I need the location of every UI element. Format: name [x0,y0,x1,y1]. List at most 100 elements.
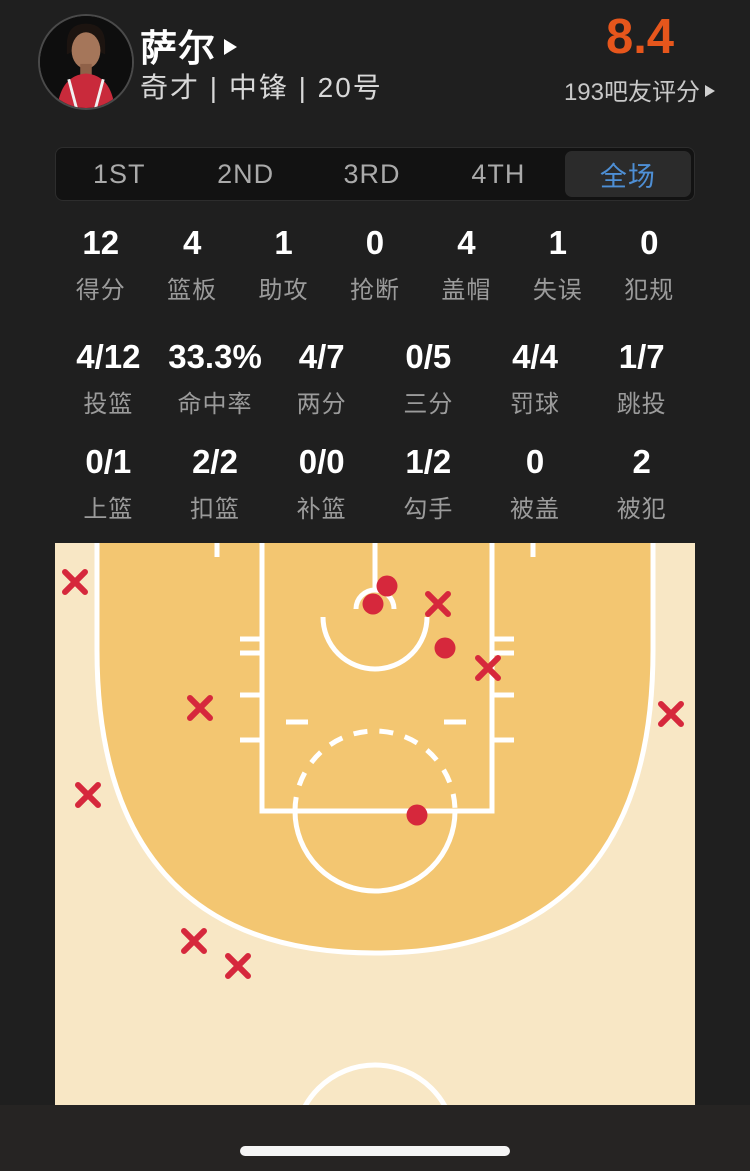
chevron-right-icon [705,84,715,97]
stat-label: 助攻 [258,277,309,304]
tab-1st[interactable]: 1ST [92,158,146,189]
stat-fg-pct: 33.3% 命中率 [162,338,269,419]
stat-turnovers: 1 失误 [512,224,603,305]
shot-markers [62,569,684,979]
stat-putback: 0/0 补篮 [268,443,375,524]
half-court-circle [302,1062,448,1105]
stat-label: 篮板 [167,277,218,304]
bottom-strip [0,1105,750,1171]
stat-label: 被盖 [510,496,561,523]
stat-hook: 1/2 勾手 [375,443,482,524]
stat-value: 0/1 [85,443,132,480]
stat-label: 抢断 [349,277,400,304]
home-indicator[interactable] [240,1146,510,1156]
restricted-area-arc [320,616,430,672]
rim-arc [353,587,397,610]
lane-hash-marks-left [240,636,262,743]
rating-value: 8.4 [605,10,675,64]
stat-value: 1/2 [405,443,452,480]
rating-box: 8.4 193吧友评分 [563,8,715,107]
shot-chart-court [55,543,695,1105]
made-shot-marker [362,593,384,615]
stat-value: 12 [82,224,120,261]
stat-value: 4/12 [76,338,141,375]
stat-ft: 4/4 罚球 [482,338,589,419]
stat-3pt: 0/5 三分 [375,338,482,419]
tab-3rd[interactable]: 3RD [343,158,401,189]
missed-shot-marker [75,782,101,808]
stat-rebounds: 4 篮板 [146,224,237,305]
free-throw-circle-dashed [292,728,458,812]
missed-shot-marker [475,655,501,681]
lane-hash-marks-right [492,636,514,743]
quarter-tabbar: 1ST 2ND 3RD 4TH 全场 [55,147,695,201]
stat-value: 0/5 [405,338,452,375]
stat-label: 三分 [403,391,454,418]
tab-full-game[interactable]: 全场 [564,151,692,197]
stat-label: 补篮 [296,496,347,523]
stat-value: 2/2 [192,443,238,480]
missed-shot-marker [62,569,88,595]
stat-dunk: 2/2 扣篮 [162,443,269,524]
stat-assists: 1 助攻 [238,224,329,305]
made-shot-marker [434,637,456,659]
stat-value: 1/7 [618,338,665,375]
rating-caption: 193吧友评分 [563,79,700,106]
player-name: 萨尔 [140,28,216,69]
stat-value: 4 [457,224,476,261]
court-inner-zone [97,543,653,953]
missed-shot-marker [181,928,207,954]
tab-4th[interactable]: 4TH [471,158,526,189]
missed-shot-marker [187,695,213,721]
stat-label: 勾手 [403,496,454,523]
stat-label: 上篮 [83,496,134,523]
stat-label: 投篮 [83,391,134,418]
player-name-row[interactable]: 萨尔 [140,18,237,72]
tab-2nd[interactable]: 2ND [217,158,275,189]
stat-value: 4 [182,224,202,261]
three-point-line [94,543,656,956]
stats-row-basic: 12 得分 4 篮板 1 助攻 0 抢断 4 盖帽 1 失误 0 犯规 [55,224,695,305]
player-team-position: 奇才 | 中锋 | 20号 [140,72,383,103]
missed-shot-marker [658,701,684,727]
stat-label: 失误 [532,277,583,304]
stat-fouled: 2 被犯 [588,443,695,524]
stat-value: 0 [365,224,385,261]
made-shot-marker [376,575,398,597]
stat-value: 1 [274,224,293,261]
baseline-ticks [214,543,536,557]
stat-label: 跳投 [616,391,667,418]
stat-label: 命中率 [177,391,253,418]
player-avatar[interactable] [38,14,134,110]
stat-fg: 4/12 投篮 [55,338,162,419]
stat-value: 1 [548,224,567,261]
stats-row-shot-types: 0/1 上篮 2/2 扣篮 0/0 补篮 1/2 勾手 0 被盖 2 被犯 [55,443,695,524]
stat-label: 扣篮 [190,496,240,523]
stat-layup: 0/1 上篮 [55,443,162,524]
free-throw-circle-solid [292,810,458,894]
stat-value: 33.3% [168,338,262,375]
stat-value: 2 [632,443,651,480]
stat-value: 0 [525,443,545,480]
made-shot-marker [406,804,428,826]
stat-label: 得分 [75,277,126,304]
stat-value: 4/7 [298,338,345,375]
stat-label: 两分 [296,391,347,418]
court-lines [94,543,656,1105]
stat-blocks: 4 盖帽 [421,224,512,305]
stat-value: 4/4 [512,338,558,375]
stat-label: 罚球 [510,391,561,418]
stat-value: 0/0 [298,443,345,480]
stat-fouls: 0 犯规 [604,224,695,305]
stat-points: 12 得分 [55,224,146,305]
lane-lines [259,543,495,814]
rating-caption-row[interactable]: 193吧友评分 [563,72,715,107]
stats-row-shooting: 4/12 投篮 33.3% 命中率 4/7 两分 0/5 三分 4/4 罚球 1… [55,338,695,419]
stat-label: 被犯 [616,496,667,523]
stat-jumpshot: 1/7 跳投 [588,338,695,419]
stat-value: 0 [640,224,659,261]
stat-steals: 0 抢断 [329,224,420,305]
missed-shot-marker [225,953,251,979]
player-photo [40,16,132,108]
stat-blocked: 0 被盖 [482,443,589,524]
